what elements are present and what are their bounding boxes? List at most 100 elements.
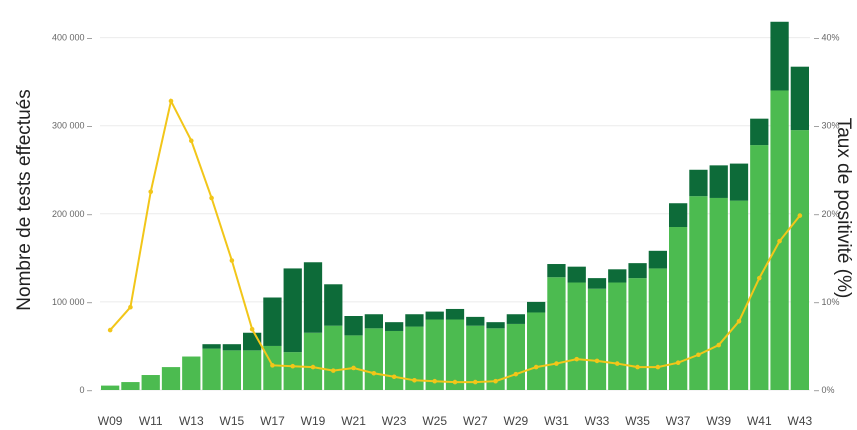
y2-tick-label: – 40% xyxy=(814,33,840,43)
x-tick-label: W25 xyxy=(422,414,447,428)
bar-light xyxy=(709,197,728,390)
positivity-point xyxy=(391,374,397,380)
y2-axis-title: Taux de positivité (%) xyxy=(833,118,854,299)
x-tick-label: W37 xyxy=(666,414,691,428)
bar-light xyxy=(628,278,647,390)
positivity-point xyxy=(736,318,742,324)
bar-light xyxy=(729,200,749,390)
bar-dark xyxy=(486,322,505,329)
positivity-point xyxy=(351,365,356,371)
positivity-point xyxy=(188,138,194,143)
bar-dark xyxy=(628,263,647,279)
bar-light xyxy=(790,130,809,390)
positivity-point xyxy=(554,361,559,366)
bar-dark xyxy=(405,314,424,327)
bar-dark xyxy=(648,250,667,269)
bar-light xyxy=(425,319,444,390)
positivity-point xyxy=(696,352,701,358)
bar-light xyxy=(466,325,485,390)
left-axis-ticks: 0 – 100 000 – 200 000 – 300 000 – 400 000 – xyxy=(52,33,92,395)
positivity-point xyxy=(330,368,336,373)
bar-dark xyxy=(283,268,302,353)
bar-light xyxy=(547,277,566,390)
bar-dark xyxy=(324,284,343,326)
bar-light xyxy=(303,332,323,390)
positivity-point xyxy=(675,360,681,365)
bar-light xyxy=(445,319,465,390)
bar-light xyxy=(587,288,607,390)
bar-dark xyxy=(364,314,383,329)
bar-light xyxy=(527,312,546,390)
bar-dark xyxy=(608,269,627,283)
bar-dark xyxy=(506,314,525,324)
bar-dark xyxy=(790,66,809,131)
bar-light xyxy=(405,326,424,390)
bar-dark xyxy=(222,344,241,351)
bar-light xyxy=(385,330,404,390)
x-tick-label: W35 xyxy=(625,414,650,428)
positivity-point xyxy=(209,195,214,201)
bar-light xyxy=(608,282,627,390)
bar-light xyxy=(486,328,505,390)
bar-dark xyxy=(344,316,363,336)
positivity-line-group xyxy=(107,98,803,385)
bar-dark xyxy=(689,169,708,197)
bar-dark xyxy=(729,163,749,201)
y-tick-label: 0 – xyxy=(79,385,92,395)
x-tick-label: W43 xyxy=(788,414,813,428)
positivity-point xyxy=(107,327,113,333)
bar-dark xyxy=(709,165,728,198)
x-tick-label: W23 xyxy=(382,414,407,428)
bar-light xyxy=(141,375,160,390)
positivity-point xyxy=(716,342,722,348)
y-tick-label: 400 000 – xyxy=(52,33,92,43)
x-tick-label: W13 xyxy=(179,414,204,428)
bar-light xyxy=(567,282,586,390)
positivity-point xyxy=(128,304,133,310)
positivity-point xyxy=(533,364,539,370)
bar-light xyxy=(202,348,221,390)
bar-dark xyxy=(669,203,688,228)
x-tick-label: W39 xyxy=(706,414,731,428)
x-tick-label: W09 xyxy=(98,414,123,428)
bar-light xyxy=(750,145,769,390)
y2-tick-label: – 30% xyxy=(814,121,840,131)
positivity-point xyxy=(270,363,275,368)
bar-dark xyxy=(466,316,485,326)
bar-light xyxy=(161,367,181,390)
positivity-point xyxy=(777,238,782,244)
bar-light xyxy=(182,356,201,390)
x-tick-label: W15 xyxy=(220,414,245,428)
x-tick-label: W21 xyxy=(341,414,366,428)
bar-dark xyxy=(445,308,465,320)
positivity-point xyxy=(310,364,316,370)
x-tick-label: W17 xyxy=(260,414,285,428)
positivity-point xyxy=(594,358,600,364)
positivity-point xyxy=(249,326,255,332)
x-tick-label: W11 xyxy=(139,414,163,428)
bar-light xyxy=(283,352,302,390)
positivity-point xyxy=(472,379,478,385)
positivity-point xyxy=(493,378,498,384)
y2-tick-label: – 10% xyxy=(814,297,840,307)
y-tick-label: 100 000 – xyxy=(52,297,92,307)
bar-light xyxy=(121,382,140,390)
positivity-point xyxy=(290,363,296,369)
bar-dark xyxy=(385,322,404,331)
right-axis-ticks: – 0% – 10% – 20% – 30% – 40% xyxy=(814,33,840,395)
bar-light xyxy=(243,350,262,390)
positivity-point xyxy=(432,378,438,384)
y2-tick-label: – 20% xyxy=(814,209,840,219)
x-axis-ticks: W09 W11 W13 W15 W17 W19 W21 W23 W25 W27 W29 W31 W33 W… xyxy=(98,414,813,428)
bar-light xyxy=(506,323,525,390)
y-tick-label: 200 000 – xyxy=(52,209,92,219)
x-tick-label: W27 xyxy=(463,414,488,428)
bar-dark xyxy=(567,266,586,283)
bar-light xyxy=(222,350,241,390)
bar-light xyxy=(101,385,120,390)
x-tick-label: W19 xyxy=(301,414,326,428)
positivity-point xyxy=(635,364,640,370)
bar-light xyxy=(344,335,363,390)
positivity-point xyxy=(513,371,519,377)
